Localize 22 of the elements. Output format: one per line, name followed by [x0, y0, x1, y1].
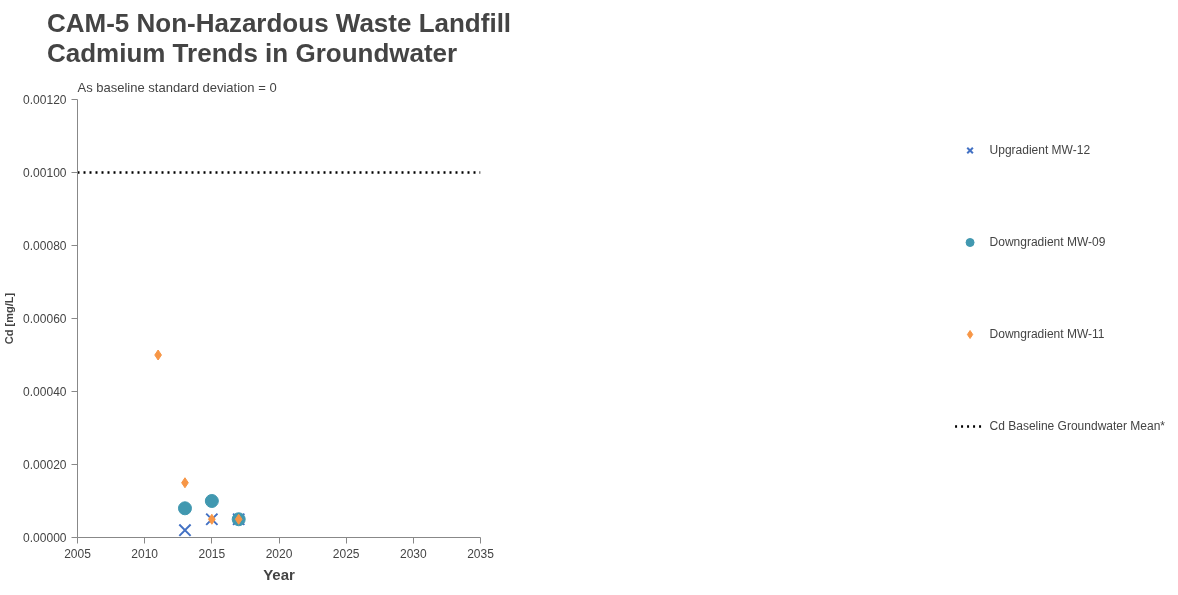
x-axis-title: Year — [263, 565, 296, 583]
legend-label: Upgradient MW-12 — [989, 142, 1091, 159]
y-tick-label: 0.00100 — [23, 166, 67, 180]
legend-label: Cd Baseline Groundwater Mean* — [989, 418, 1165, 435]
y-axis-title: Cd [mg/L] — [3, 292, 16, 345]
x-tick-label: 2005 — [64, 546, 92, 561]
x-tick-label: 2010 — [131, 546, 159, 561]
y-tick-label: 0.00060 — [23, 312, 67, 326]
y-tick-label: 0.00020 — [23, 458, 67, 472]
x-tick-label: 2015 — [198, 546, 226, 561]
chart-title: CAM-5 Non-Hazardous Waste Landfill Cadmium Trends in Groundwater — [46, 7, 512, 68]
x-tick-label: 2030 — [399, 546, 428, 561]
y-tick-label: 0.00080 — [23, 239, 67, 253]
x-tick-label: 2035 — [467, 546, 495, 561]
y-tick-label: 0.00120 — [23, 93, 67, 107]
x-tick-label: 2020 — [265, 546, 293, 561]
y-tick-label: 0.00040 — [23, 385, 67, 399]
text: As baseline standard deviation = 0 — [77, 79, 277, 95]
legend-label: Downgradient MW-09 — [989, 234, 1106, 251]
y-tick-label: 0.00000 — [23, 531, 67, 545]
legend-label: Downgradient MW-11 — [989, 326, 1105, 343]
x-tick-label: 2025 — [332, 546, 360, 561]
